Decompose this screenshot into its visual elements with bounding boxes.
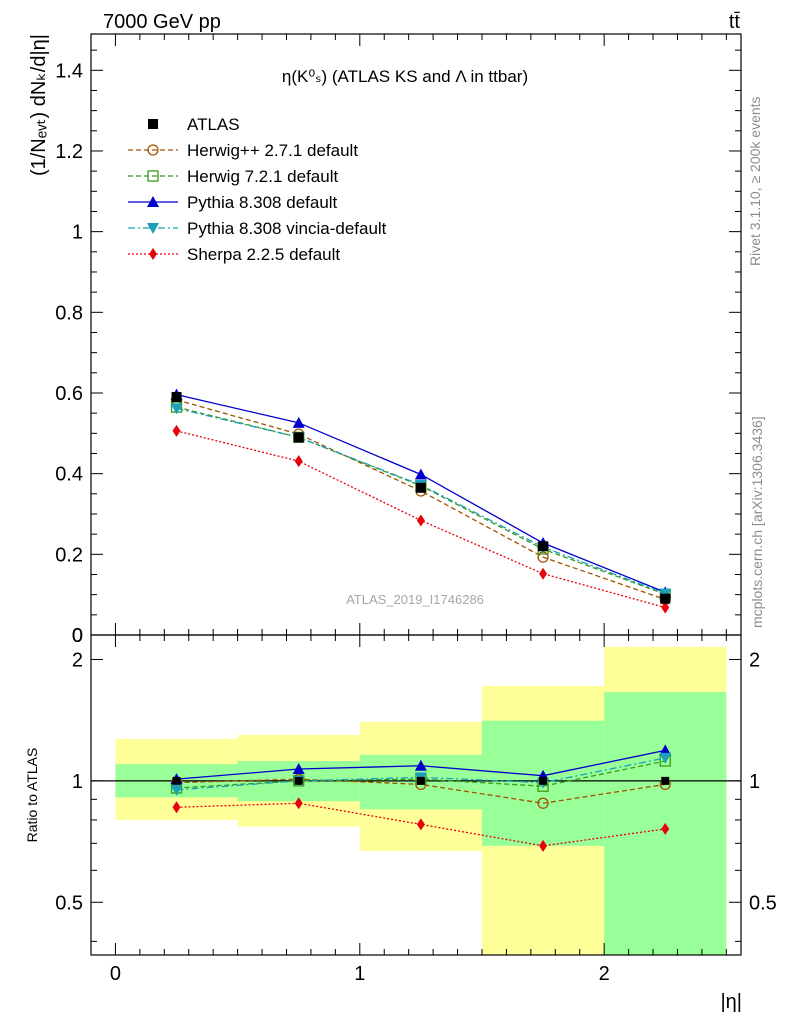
header-process: tt̄ xyxy=(729,11,741,33)
main-y-tick-label-zero: 0 xyxy=(72,625,83,647)
legend-label-atlas: ATLAS xyxy=(187,115,240,134)
main-y-tick-label: 0.6 xyxy=(55,383,83,405)
ratio-y-tick-label-left: 2 xyxy=(72,649,83,671)
ratio-point-pythia-8-308-vincia-default xyxy=(659,752,672,764)
ratio-point-atlas xyxy=(172,776,181,785)
legend-label-sherpa-2-2-5-default: Sherpa 2.2.5 default xyxy=(187,245,340,264)
ratio-point-herwig-2-7-1-default xyxy=(537,797,549,809)
legend-marker-herwig-7-2-1-default xyxy=(147,170,159,182)
main-point-pythia-8-308-default xyxy=(292,416,305,428)
main-y-tick-label: 1.4 xyxy=(55,60,83,82)
mcplots-label: mcplots.cern.ch [arXiv:1306.3436] xyxy=(749,416,765,628)
x-tick-label: 0 xyxy=(110,963,121,985)
ratio-line-sherpa-2-2-5-default xyxy=(176,802,666,847)
main-point-sherpa-2-2-5-default xyxy=(661,601,670,614)
main-point-pythia-8-308-vincia-default xyxy=(170,403,183,415)
ratio-y-axis-label: Ratio to ATLAS xyxy=(24,748,40,843)
analysis-watermark: ATLAS_2019_I1746286 xyxy=(346,592,484,607)
x-tick-label: 1 xyxy=(354,963,365,985)
main-y-tick-label: 0.2 xyxy=(55,544,83,566)
ratio-point-sherpa-2-2-5-default xyxy=(416,818,425,831)
series-layer xyxy=(170,388,672,852)
main-point-sherpa-2-2-5-default xyxy=(172,424,181,437)
main-point-atlas xyxy=(660,593,671,604)
main-y-tick-label: 0.4 xyxy=(55,464,83,486)
ratio-point-pythia-8-308-default xyxy=(414,759,427,771)
main-point-atlas xyxy=(293,432,304,443)
main-point-sherpa-2-2-5-default xyxy=(539,567,548,580)
ratio-point-atlas xyxy=(661,776,670,785)
legend-label-pythia-8-308-default: Pythia 8.308 default xyxy=(187,193,338,212)
legend-label-pythia-8-308-vincia-default: Pythia 8.308 vincia-default xyxy=(187,219,387,238)
ratio-y-tick-label-right: 0.5 xyxy=(749,892,777,914)
main-point-sherpa-2-2-5-default xyxy=(294,455,303,468)
rivet-label: Rivet 3.1.10, ≥ 200k events xyxy=(747,96,763,266)
main-point-atlas xyxy=(538,541,549,552)
legend-marker-sherpa-2-2-5-default xyxy=(149,248,157,260)
ratio-y-tick-label-right: 2 xyxy=(749,649,760,671)
main-point-pythia-8-308-default xyxy=(414,468,427,480)
ratio-point-atlas xyxy=(294,776,303,785)
legend-label-herwig-7-2-1-default: Herwig 7.2.1 default xyxy=(187,167,338,186)
main-y-tick-label: 1.2 xyxy=(55,141,83,163)
ratio-point-pythia-8-308-default xyxy=(292,763,305,775)
ratio-point-pythia-8-308-vincia-default xyxy=(170,784,183,796)
legend-marker-pythia-8-308-default xyxy=(147,196,159,207)
main-y-tick-label: 1 xyxy=(72,222,83,244)
ratio-point-pythia-8-308-default xyxy=(659,744,672,756)
ratio-y-tick-label-right: 1 xyxy=(749,771,760,793)
ratio-point-atlas xyxy=(416,776,425,785)
ratio-point-sherpa-2-2-5-default xyxy=(294,797,303,810)
legend-marker-pythia-8-308-vincia-default xyxy=(147,223,159,234)
main-line-pythia-8-308-default xyxy=(176,393,666,593)
ratio-point-sherpa-2-2-5-default xyxy=(539,839,548,852)
main-y-axis-label: (1/Nₑᵥₜ) dNₖ/d|η| xyxy=(28,34,50,176)
legend-marker-atlas xyxy=(148,119,158,129)
x-tick-label: 2 xyxy=(599,963,610,985)
ratio-frame xyxy=(90,634,742,956)
ratio-point-sherpa-2-2-5-default xyxy=(172,801,181,814)
ratio-uncertainty-bands xyxy=(115,646,727,955)
main-y-tick-label: 0.8 xyxy=(55,302,83,324)
ratio-point-sherpa-2-2-5-default xyxy=(661,822,670,835)
legend-marker-herwig-2-7-1-default xyxy=(147,144,159,156)
main-line-pythia-8-308-vincia-default xyxy=(176,407,666,595)
main-point-sherpa-2-2-5-default xyxy=(416,514,425,527)
axes: 00.20.40.60.811.21.40 1 20.5 0.51 12 20 xyxy=(55,33,777,985)
main-plot-title: η(K⁰ₛ) (ATLAS KS and Λ in ttbar) xyxy=(282,67,528,86)
main-line-herwig-2-7-1-default xyxy=(176,399,666,601)
x-axis-label: |η| xyxy=(720,991,742,1013)
header-energy: 7000 GeV pp xyxy=(103,11,221,33)
ratio-y-tick-label-left: 0.5 xyxy=(55,892,83,914)
legend-label-herwig-2-7-1-default: Herwig++ 2.7.1 default xyxy=(187,141,358,160)
ratio-y-tick-label-left: 1 xyxy=(72,771,83,793)
main-point-atlas xyxy=(171,392,182,403)
legend: ATLAS Herwig++ 2.7.1 default Herwig 7.2.1 … xyxy=(128,115,387,264)
main-y-tick-label: 0 xyxy=(72,625,83,647)
ratio-point-atlas xyxy=(539,776,548,785)
main-point-atlas xyxy=(415,482,426,493)
